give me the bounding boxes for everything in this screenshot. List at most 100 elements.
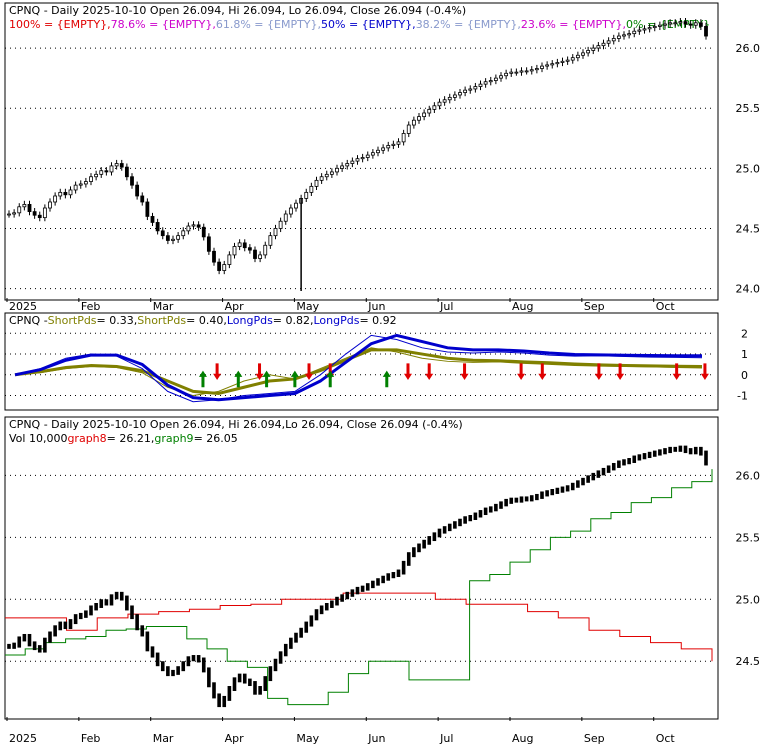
x-tick-label: Feb xyxy=(81,300,100,313)
legend-entry: 78.6% = {EMPTY}, xyxy=(111,18,216,31)
price-body xyxy=(12,212,17,215)
price-body xyxy=(237,242,242,247)
price-body xyxy=(575,54,580,59)
price-body xyxy=(37,214,42,219)
price-body xyxy=(560,60,565,63)
up-arrow-icon xyxy=(262,370,271,388)
x-tick-label: Apr xyxy=(225,300,245,313)
legend-entry: = 26.05 xyxy=(194,432,238,445)
price-body xyxy=(150,216,155,223)
price-body xyxy=(22,204,27,208)
price-body xyxy=(627,33,632,36)
legend-entry: ShortPds xyxy=(48,314,97,327)
legend-entry: 38.2% = {EMPTY}, xyxy=(416,18,521,31)
price-bar xyxy=(99,599,104,608)
price-body xyxy=(32,211,37,216)
price-bar xyxy=(309,615,314,627)
price-bar xyxy=(32,641,37,651)
x-tick-label: Aug xyxy=(512,300,533,313)
price-body xyxy=(222,264,227,271)
price-bar xyxy=(268,666,273,682)
price-body xyxy=(258,254,263,259)
price-body xyxy=(283,213,288,222)
x-tick-label: Sep xyxy=(584,300,605,313)
legend-entry: = 0.33, xyxy=(97,314,138,327)
price-body xyxy=(688,23,693,26)
price-body xyxy=(176,235,181,240)
price-bar xyxy=(17,636,22,648)
price-body xyxy=(42,207,47,219)
y-tick-label: 1 xyxy=(741,348,748,361)
price-body xyxy=(581,52,585,56)
price-bar xyxy=(222,695,227,708)
series-line-longpds xyxy=(14,333,702,402)
price-bar xyxy=(442,526,447,534)
price-bar xyxy=(396,569,401,577)
price-bar xyxy=(642,453,647,460)
price-bar xyxy=(668,446,672,454)
price-bar xyxy=(227,686,232,701)
price-bar xyxy=(330,600,334,608)
price-bar xyxy=(114,591,119,600)
down-arrow-icon xyxy=(305,363,314,380)
price-bar xyxy=(360,585,365,592)
price-body xyxy=(555,62,560,65)
price-bar xyxy=(463,516,467,524)
price-body xyxy=(683,21,688,25)
price-body xyxy=(458,92,462,96)
price-bar xyxy=(422,539,426,549)
down-arrow-icon xyxy=(425,363,434,380)
price-bar xyxy=(406,552,411,566)
legend-entry: LongPds xyxy=(314,314,360,327)
price-body xyxy=(586,50,591,54)
price-body xyxy=(94,173,99,178)
y-tick-label: 26.0 xyxy=(736,42,761,55)
x-tick-label: 2025 xyxy=(9,300,37,313)
price-bar xyxy=(509,497,514,504)
price-bar xyxy=(606,465,611,473)
legend-entry: 0% = {EMPTY} xyxy=(626,18,710,31)
price-body xyxy=(616,35,621,39)
price-bar xyxy=(22,633,27,642)
y-tick-label: 25.0 xyxy=(736,162,761,175)
price-bar xyxy=(12,642,16,649)
price-body xyxy=(83,181,88,185)
panel-frame-2 xyxy=(4,312,719,411)
down-arrow-icon xyxy=(538,363,547,380)
price-bar xyxy=(201,657,206,673)
price-body xyxy=(278,220,283,229)
price-body xyxy=(160,230,165,237)
price-body xyxy=(591,47,596,51)
price-bar xyxy=(242,673,247,684)
price-body xyxy=(191,224,196,227)
price-bar xyxy=(458,518,462,527)
stop-panel-legend: CPNQ - Daily 2025-10-10 Open 26.094, Hi … xyxy=(9,418,463,445)
price-bar xyxy=(130,605,134,620)
price-bar xyxy=(155,652,160,667)
price-bar xyxy=(273,658,278,672)
price-bar xyxy=(693,446,698,455)
price-body xyxy=(304,191,309,199)
series-line-shortpds xyxy=(14,348,703,395)
price-bar xyxy=(437,528,442,538)
price-body xyxy=(519,70,524,73)
price-body xyxy=(606,40,611,44)
legend-entry: = 26.21, xyxy=(107,432,155,445)
price-bar xyxy=(335,596,339,606)
price-body xyxy=(652,26,657,29)
price-bar xyxy=(611,462,616,471)
price-body xyxy=(463,89,468,93)
price-body xyxy=(7,213,11,216)
legend-entry: Vol 10,000 xyxy=(9,432,67,445)
price-body xyxy=(550,63,555,66)
legend-entry: CPNQ - xyxy=(9,314,48,327)
price-bar xyxy=(212,682,216,699)
price-bar xyxy=(176,666,180,675)
price-body xyxy=(232,246,237,256)
price-bar xyxy=(84,610,88,618)
up-arrow-icon xyxy=(198,370,207,388)
price-body xyxy=(427,108,432,114)
price-bar xyxy=(499,501,503,509)
panel-frame-1 xyxy=(4,2,719,301)
price-body xyxy=(570,57,575,61)
